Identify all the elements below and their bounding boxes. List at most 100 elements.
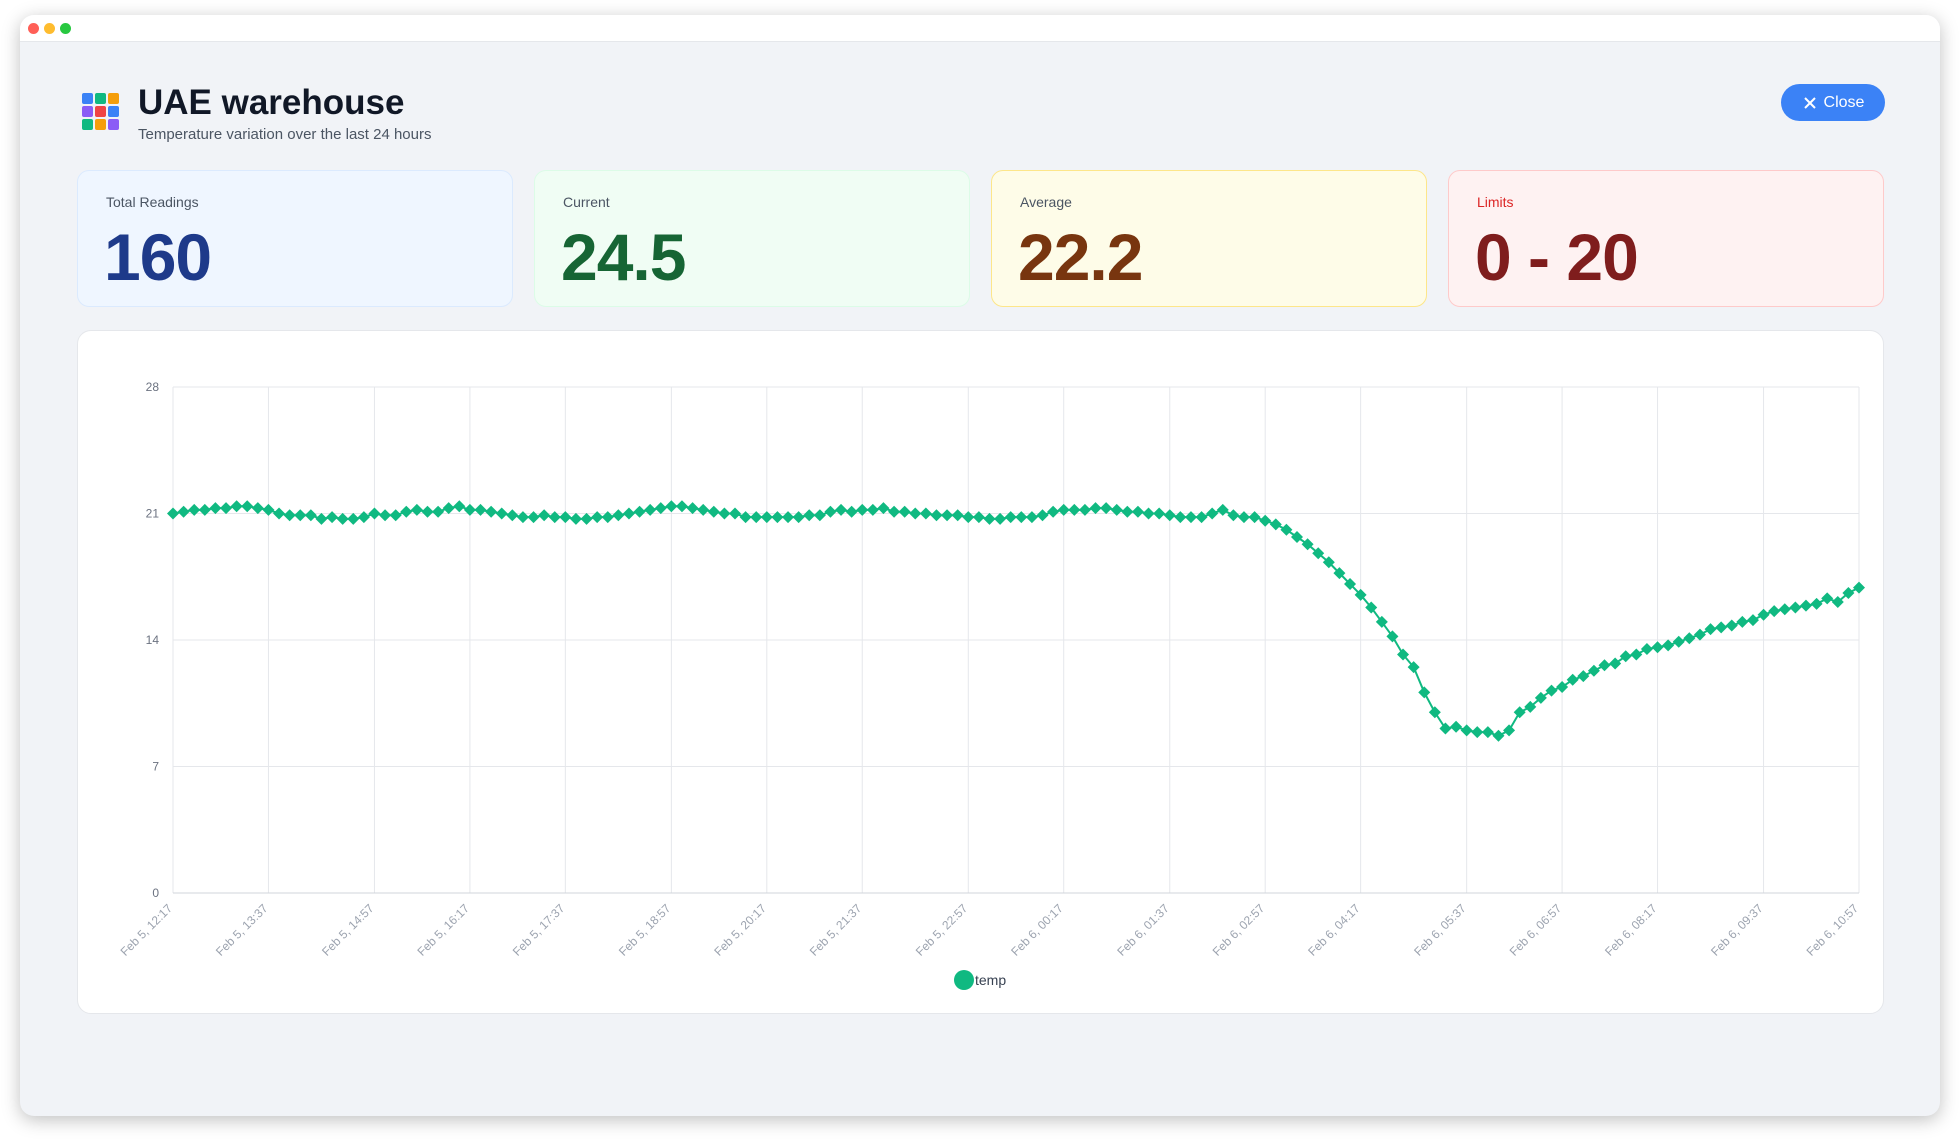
point (1078, 503, 1091, 516)
point (1577, 670, 1590, 683)
point (230, 500, 243, 513)
point (930, 509, 943, 522)
point (1471, 726, 1484, 739)
card-value: 24.5 (561, 220, 686, 294)
point (1184, 511, 1197, 524)
y-tick-label: 21 (146, 507, 160, 521)
card-value: 160 (104, 220, 212, 294)
point (1481, 726, 1494, 739)
x-tick-label: Feb 6, 02:57 (1210, 901, 1268, 959)
chart-card: 0 7 14 21 28 Feb 5, 12:17 Feb 5, 13:37 Feb 5, 1… (77, 330, 1884, 1014)
x-tick-label: Feb 6, 06:57 (1507, 901, 1565, 959)
point (750, 511, 763, 524)
point (188, 503, 201, 516)
point (538, 509, 551, 522)
minimize-dot[interactable] (44, 23, 55, 34)
point (368, 507, 381, 520)
point (1291, 530, 1303, 543)
point (1015, 511, 1028, 524)
point (1831, 596, 1844, 609)
point (304, 509, 317, 522)
point (919, 507, 932, 520)
zoom-dot[interactable] (60, 23, 71, 34)
close-label: Close (1823, 93, 1865, 111)
point (1089, 502, 1102, 515)
point (262, 503, 275, 516)
point (1142, 507, 1155, 520)
x-tick-label: Feb 5, 22:57 (913, 901, 971, 959)
point (771, 511, 784, 524)
point (782, 511, 795, 524)
point (1503, 724, 1516, 737)
point (1492, 729, 1505, 742)
point (1344, 577, 1357, 590)
point (453, 500, 466, 513)
point (665, 500, 678, 513)
point (336, 512, 349, 525)
x-tick-label: Feb 5, 16:17 (414, 901, 472, 959)
point (569, 512, 582, 525)
card-value: 0 - 20 (1475, 220, 1639, 294)
point (326, 511, 339, 524)
point (1248, 511, 1261, 524)
card: Limits 0 - 20 (1448, 170, 1884, 307)
point (1110, 503, 1123, 516)
card-value: 22.2 (1018, 220, 1143, 294)
point (177, 505, 190, 518)
point (273, 507, 286, 520)
point (1630, 648, 1643, 661)
close-dot[interactable] (28, 23, 39, 34)
chart: 0 7 14 21 28 Feb 5, 12:17 Feb 5, 13:37 Feb 5, 1… (118, 380, 1865, 990)
point (1640, 643, 1653, 656)
point (506, 509, 519, 522)
point (1789, 601, 1802, 614)
subtitle: Temperature variation over the last 24 h… (138, 126, 432, 143)
y-tick-label: 7 (152, 760, 159, 774)
point (888, 505, 901, 518)
x-tick-label: Feb 6, 04:17 (1305, 901, 1363, 959)
point (760, 511, 773, 524)
point (1651, 641, 1664, 654)
point (421, 505, 434, 518)
point (527, 511, 540, 524)
point (1025, 511, 1038, 524)
point (379, 509, 392, 522)
point (739, 511, 752, 524)
x-tick-label: Feb 5, 13:37 (213, 901, 271, 959)
close-icon (1803, 96, 1816, 109)
point (1842, 587, 1855, 600)
point (1609, 657, 1622, 670)
point (1736, 615, 1749, 628)
point (1153, 507, 1166, 520)
point (167, 507, 179, 520)
point (1799, 599, 1812, 612)
point (1163, 509, 1176, 522)
card: Current 24.5 (534, 170, 970, 307)
x-tick-label: Feb 5, 20:17 (711, 901, 769, 959)
point (1757, 608, 1770, 621)
point (1237, 511, 1250, 524)
x-tick-label: Feb 5, 21:37 (807, 901, 865, 959)
app-icon (82, 93, 119, 130)
point (1534, 691, 1547, 704)
point (1047, 505, 1060, 518)
line (172, 505, 1860, 737)
point (633, 505, 646, 518)
x-tick-label: Feb 6, 09:37 (1708, 901, 1766, 959)
point (622, 507, 635, 520)
point (941, 509, 954, 522)
point (1598, 659, 1611, 672)
card: Total Readings 160 (77, 170, 513, 307)
card-label: Current (563, 194, 610, 210)
point (463, 503, 476, 516)
point (718, 507, 731, 520)
point (686, 502, 699, 515)
x-tick-label: Feb 6, 05:37 (1411, 901, 1469, 959)
card-label: Total Readings (106, 194, 199, 210)
x-tick-label: Feb 6, 01:37 (1114, 901, 1172, 959)
close-button[interactable]: Close (1781, 84, 1885, 121)
point (209, 502, 222, 515)
point (1778, 603, 1791, 616)
point (856, 503, 869, 516)
point (1386, 630, 1399, 643)
